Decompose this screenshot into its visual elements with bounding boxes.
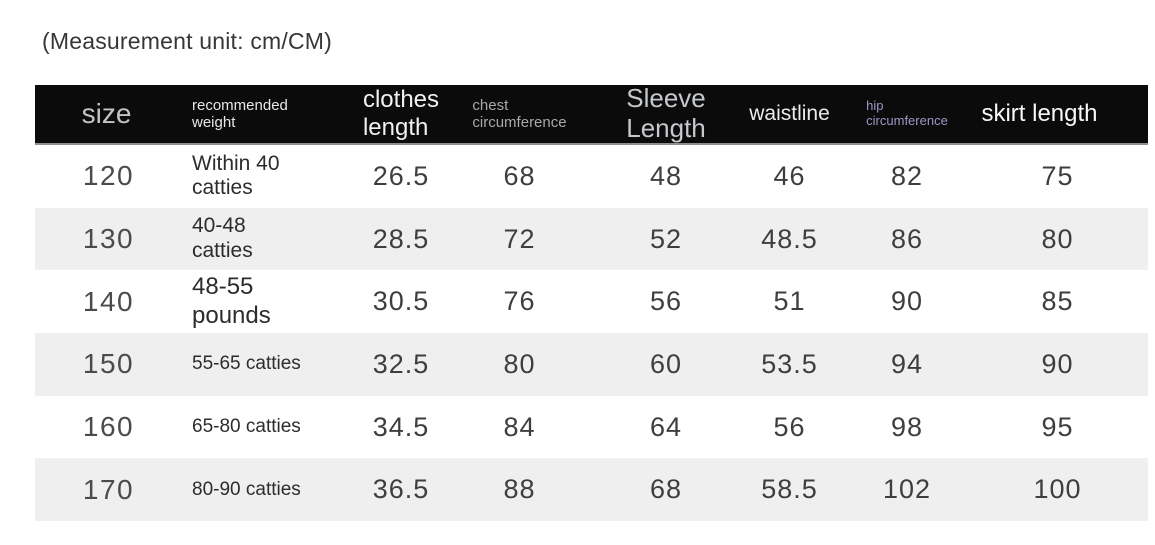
header-cell-waistline: waistline [749,102,830,125]
weight-line1: 65-80 catties [192,415,301,437]
cell-skirt-length: 75 [1041,160,1074,191]
table-row: 130 40-48 catties 28.5 72 52 48.5 86 80 [35,207,1148,271]
measurement-unit-note: (Measurement unit: cm/CM) [42,28,333,54]
cell-chest-circumference: 84 [503,411,536,442]
cell-clothes-length: 34.5 [372,411,430,442]
table-row: 170 80-90 catties 36.5 88 68 58.5 102 10… [35,458,1148,522]
header-cell-sleeve-length: Sleeve Length [582,85,732,143]
cell-sleeve-length: 68 [649,474,683,505]
table-row: 120 Within 40 catties 26.5 68 48 46 82 7… [35,145,1148,208]
header-clothes-line1: clothes [362,86,440,114]
weight-line1: 80-90 catties [192,478,301,500]
cell-hip-circumference: 86 [890,223,924,254]
cell-recommended-weight: Within 40 catties [160,145,345,208]
cell-size: 140 [82,285,135,317]
header-chest-label: chest circumference [472,97,566,132]
cell-skirt-length: 80 [1041,223,1074,254]
header-chest-line1: chest [472,96,509,114]
cell-recommended-weight: 48-55 pounds [160,270,345,333]
header-clothes-label: clothes length [363,86,439,141]
header-hip-label: hip circumference [866,98,948,129]
cell-chest-circumference: 72 [503,223,536,254]
cell-waistline: 53.5 [761,348,818,379]
cell-clothes-length: 30.5 [372,286,430,317]
cell-skirt-length: 95 [1041,411,1074,442]
table-header-row: size recommended weight clothes length c… [35,85,1148,145]
weight-line1: 55-65 catties [192,353,301,375]
cell-hip-circumference: 90 [890,286,924,317]
weight-text: Within 40 catties [192,152,280,202]
header-sleeve-line2: Length [626,113,706,143]
header-sleeve-line1: Sleeve [626,85,706,114]
header-clothes-line2: length [362,114,429,141]
cell-sleeve-length: 48 [649,160,683,191]
cell-chest-circumference: 88 [503,474,536,505]
header-cell-size: size [81,98,132,129]
weight-line2: catties [192,239,253,263]
header-sleeve-label: Sleeve Length [626,85,706,143]
cell-sleeve-length: 64 [649,411,683,442]
cell-chest-circumference: 68 [503,160,536,191]
size-chart-table: size recommended weight clothes length c… [35,85,1148,522]
cell-chest-circumference: 80 [503,348,536,379]
header-cell-clothes-length: clothes length [345,85,457,143]
table-row: 150 55-65 catties 32.5 80 60 53.5 94 90 [35,333,1148,396]
cell-skirt-length: 90 [1041,348,1074,379]
cell-size: 170 [82,473,135,505]
cell-clothes-length: 26.5 [372,160,430,191]
cell-size: 120 [82,160,135,192]
table-row: 140 48-55 pounds 30.5 76 56 51 90 85 [35,270,1148,334]
header-weight-line2: weight [192,114,236,131]
cell-size: 160 [82,411,135,443]
cell-size: 130 [82,223,135,255]
cell-waistline: 48.5 [761,223,818,254]
weight-line2: catties [192,176,253,200]
cell-hip-circumference: 82 [890,160,924,191]
cell-waistline: 51 [773,286,806,317]
header-weight-label: recommended weight [192,97,288,132]
header-cell-skirt-length: skirt length [981,100,1098,127]
header-cell-recommended-weight: recommended weight [160,85,345,143]
cell-recommended-weight: 55-65 catties [160,333,345,396]
weight-text: 55-65 catties [192,353,301,375]
cell-waistline: 56 [773,411,806,442]
table-row: 160 65-80 catties 34.5 84 64 56 98 95 [35,395,1148,459]
cell-hip-circumference: 94 [890,348,924,379]
cell-hip-circumference: 98 [890,411,924,442]
cell-skirt-length: 100 [1033,474,1082,505]
header-hip-line2: circumference [866,113,948,128]
weight-line1: Within 40 [192,151,280,175]
cell-recommended-weight: 65-80 catties [160,396,345,459]
cell-recommended-weight: 80-90 catties [160,458,345,521]
cell-recommended-weight: 40-48 catties [160,208,345,271]
cell-clothes-length: 36.5 [372,474,430,505]
cell-clothes-length: 32.5 [372,348,430,379]
header-weight-line1: recommended [192,96,288,114]
cell-skirt-length: 85 [1041,286,1074,317]
weight-line1: 40-48 [192,214,246,238]
cell-clothes-length: 28.5 [372,223,430,254]
weight-text: 40-48 catties [192,214,253,264]
header-hip-line1: hip [866,98,884,114]
cell-waistline: 46 [773,160,806,191]
cell-sleeve-length: 56 [649,286,683,317]
weight-text: 80-90 catties [192,479,301,501]
header-chest-line2: circumference [472,114,567,131]
weight-text: 65-80 catties [192,416,301,438]
cell-hip-circumference: 102 [882,474,932,505]
weight-line2: pounds [192,301,271,329]
cell-sleeve-length: 60 [649,348,683,379]
weight-line1: 48-55 [192,273,254,301]
cell-waistline: 58.5 [761,474,818,505]
cell-chest-circumference: 76 [503,286,536,317]
weight-text: 48-55 pounds [192,273,271,330]
header-cell-chest-circumference: chest circumference [457,85,582,143]
cell-sleeve-length: 52 [649,223,683,254]
header-cell-hip-circumference: hip circumference [847,85,967,143]
cell-size: 150 [82,348,135,380]
